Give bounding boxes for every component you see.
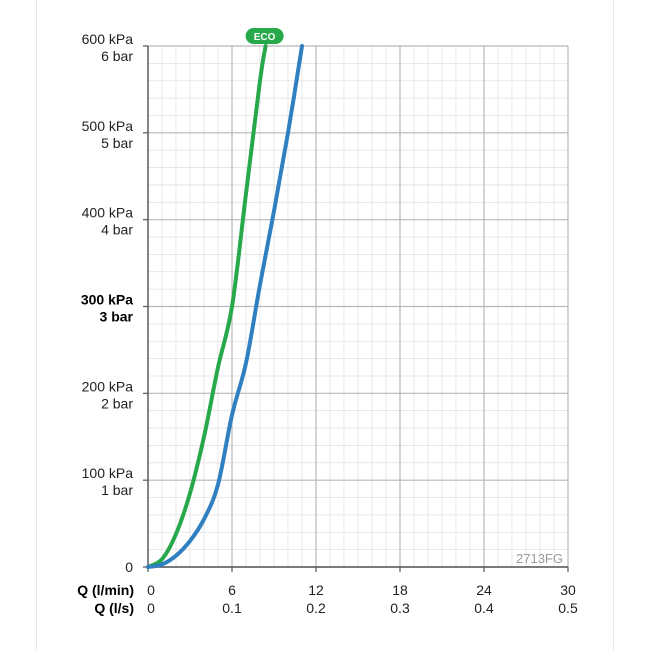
x-tick-label-lpm: 6 bbox=[228, 582, 236, 598]
x-tick-label-lps: 0.4 bbox=[474, 600, 494, 616]
series-group bbox=[146, 44, 304, 569]
x-tick-label-lpm: 18 bbox=[392, 582, 408, 598]
x-tick-label-lps: 0.5 bbox=[558, 600, 578, 616]
y-tick-label-bar: 1 bar bbox=[101, 482, 133, 498]
series-line-eco bbox=[146, 44, 268, 569]
eco-badge: ECO bbox=[245, 28, 284, 44]
x-tick-label-lps: 0.1 bbox=[222, 600, 242, 616]
y-tick-label-kpa: 600 kPa bbox=[82, 31, 134, 47]
x-tick-label-lpm: 0 bbox=[147, 582, 155, 598]
y-tick-label-bar: 3 bar bbox=[100, 309, 134, 325]
series-line-standard bbox=[146, 44, 304, 569]
y-tick-label-bar: 2 bar bbox=[101, 395, 133, 411]
x-tick-label-lpm: 12 bbox=[308, 582, 324, 598]
y-tick-label-kpa: 200 kPa bbox=[82, 378, 134, 394]
y-tick-label-bar: 6 bar bbox=[101, 48, 133, 64]
x-axis-title-lpm: Q (l/min) bbox=[77, 582, 134, 598]
chart-code-label: 2713FG bbox=[516, 551, 563, 566]
y-tick-label-bar: 4 bar bbox=[101, 222, 133, 238]
y-tick-label-kpa: 400 kPa bbox=[82, 205, 134, 221]
x-tick-label-lps: 0 bbox=[147, 600, 155, 616]
x-axis-title-lps: Q (l/s) bbox=[94, 600, 134, 616]
eco-badge-label: ECO bbox=[254, 32, 276, 43]
x-tick-label-lps: 0.2 bbox=[306, 600, 326, 616]
y-tick-label-kpa: 100 kPa bbox=[82, 465, 134, 481]
chart-frame bbox=[36, 0, 614, 650]
y-tick-label-bar: 5 bar bbox=[101, 135, 133, 151]
x-tick-label-lps: 0.3 bbox=[390, 600, 410, 616]
x-axis-labels: Q (l/min) Q (l/s) 0 0 6 0.1 12 0.2 18 0.3 24 0.4 30 0… bbox=[77, 582, 578, 616]
y-tick-label-kpa: 300 kPa bbox=[81, 292, 133, 308]
x-tick-label-lpm: 30 bbox=[560, 582, 576, 598]
x-tick-label-lpm: 24 bbox=[476, 582, 492, 598]
y-tick-label: 0 bbox=[125, 559, 133, 575]
eco-badge-pill bbox=[245, 28, 284, 44]
y-tick-label-kpa: 500 kPa bbox=[82, 118, 134, 134]
